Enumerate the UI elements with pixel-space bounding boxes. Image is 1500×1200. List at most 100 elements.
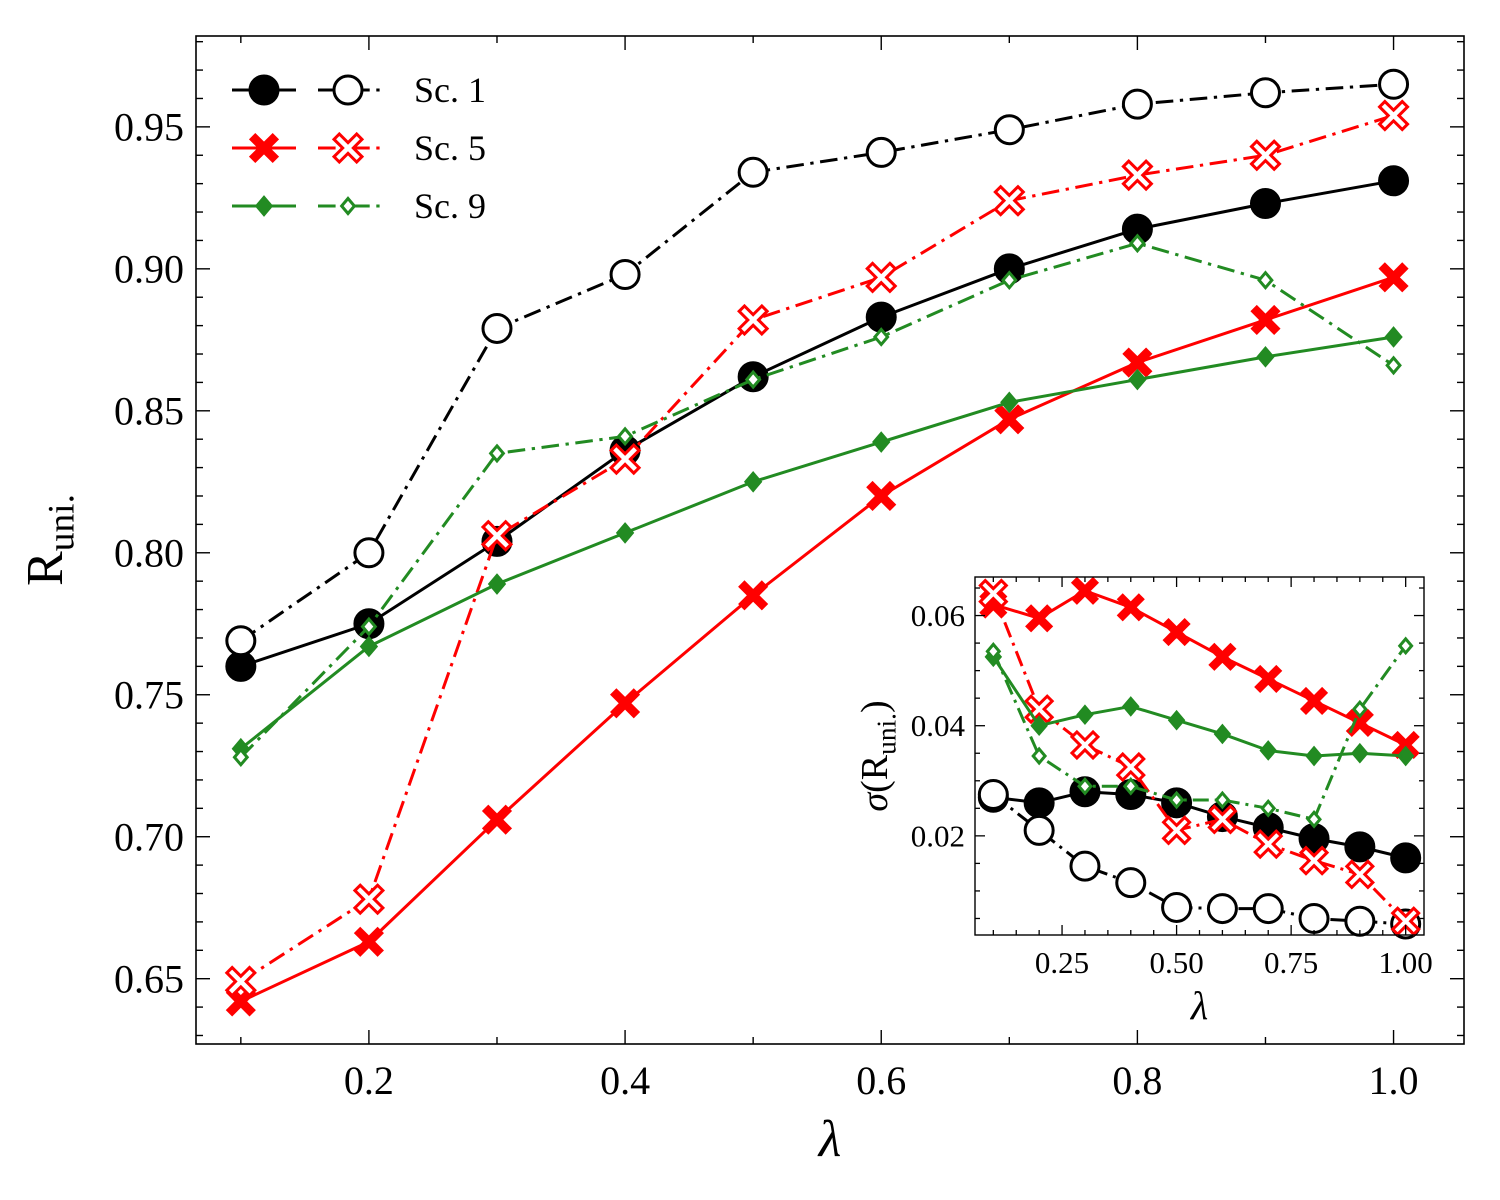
data-point [1121, 159, 1154, 192]
data-point [1377, 99, 1410, 132]
data-point [616, 426, 634, 447]
data-point [481, 312, 513, 344]
data-point [872, 431, 891, 453]
plot-frame [195, 35, 1465, 1045]
series-line [993, 790, 1407, 860]
data-point [1257, 270, 1274, 291]
y-tick-label: 0.75 [114, 672, 184, 717]
data-point [1129, 233, 1146, 254]
series-line [240, 275, 1395, 1003]
data-point [1351, 742, 1369, 764]
data-point [738, 580, 769, 611]
data-point [1000, 391, 1019, 414]
legend-marker-open [332, 74, 364, 106]
data-point [615, 522, 635, 544]
y-tick-label: 0.95 [114, 104, 184, 149]
y-axis-title-sigma: σ [854, 792, 896, 812]
data-point [1000, 270, 1018, 291]
data-point [1167, 709, 1186, 731]
data-point [1390, 842, 1422, 874]
data-point [232, 747, 250, 768]
data-point [1249, 139, 1282, 172]
data-point [1385, 355, 1402, 376]
data-point [1161, 815, 1192, 846]
data-point [1122, 696, 1140, 717]
data-point [1397, 636, 1414, 656]
main-plot: 0.2 0.4 0.6 0.8 1.0 0.65 0.70 0.75 0.80 0.85 0.90 0… [17, 35, 1465, 1168]
data-point [1206, 893, 1238, 925]
legend-label: Sc. 1 [414, 70, 486, 110]
data-point [1384, 326, 1403, 348]
data-point [985, 642, 1002, 661]
series-sc-1-open- [225, 68, 1410, 657]
data-point [1345, 708, 1374, 738]
inset-background [975, 577, 1424, 935]
series-line [991, 644, 1407, 821]
data-point [1069, 850, 1101, 882]
y-axis-title-close: ) [854, 700, 896, 713]
legend-marker-open [331, 131, 365, 165]
data-point [1128, 368, 1147, 391]
data-point [1115, 751, 1146, 783]
series-sc-5-open- [224, 99, 1410, 998]
series-line [992, 793, 1406, 926]
data-point [488, 443, 506, 464]
data-point [737, 156, 769, 188]
x-tick-label: 0.75 [1264, 945, 1318, 980]
legend-label: Sc. 9 [414, 186, 486, 226]
data-point [1260, 799, 1277, 818]
data-point [865, 261, 898, 294]
x-axis-title: λ [817, 1111, 842, 1168]
data-point [1396, 745, 1415, 767]
y-tick-label: 0.02 [911, 818, 965, 853]
data-point [1115, 867, 1147, 899]
data-point [1299, 686, 1329, 715]
data-point [866, 480, 897, 512]
series-sc-5-filled- [979, 576, 1420, 760]
data-point [993, 184, 1026, 217]
y-axis-title-main: (R [854, 754, 896, 793]
legend-entry: Sc. 5 [232, 128, 486, 168]
inset-plot: 0.25 0.50 0.75 1.00 0.02 0.04 0.06 λ σ(Runi.) [854, 576, 1433, 1028]
y-axis-title-main: R [17, 551, 74, 586]
legend: Sc. 1 Sc. 5 Sc. 9 [232, 70, 486, 226]
data-point [1344, 831, 1376, 863]
x-tick-label: 1.00 [1379, 945, 1433, 980]
data-point [1259, 740, 1277, 761]
series-sc-9-open- [985, 636, 1414, 829]
data-point [1168, 790, 1185, 810]
y-axis-title-sub: uni. [41, 494, 82, 551]
series-line [992, 589, 1407, 747]
data-point [1298, 845, 1330, 876]
legend-entry: Sc. 1 [232, 70, 486, 110]
y-axis-title: Runi. [17, 494, 82, 586]
data-point [610, 688, 641, 719]
data-point [1116, 593, 1145, 622]
data-point [608, 442, 642, 476]
y-tick-label: 0.80 [114, 530, 184, 575]
y-tick-label: 0.04 [911, 708, 966, 743]
data-point [1030, 715, 1048, 737]
data-point [224, 965, 257, 998]
data-point [1252, 893, 1284, 925]
data-point [360, 616, 378, 637]
data-point [1031, 746, 1048, 766]
data-point [1378, 262, 1409, 293]
data-point [1253, 829, 1284, 860]
legend-label: Sc. 5 [414, 128, 486, 168]
series-sc-1-open- [977, 779, 1422, 940]
data-point [1305, 745, 1323, 767]
series-line [239, 335, 1394, 750]
series-line [992, 656, 1406, 758]
x-tick-label: 0.8 [1112, 1058, 1162, 1103]
data-point [1306, 810, 1322, 829]
y-tick-label: 0.90 [114, 246, 184, 291]
data-point [1208, 642, 1237, 671]
y-tick-label: 0.65 [114, 956, 184, 1001]
data-point [225, 650, 257, 682]
data-point [1256, 346, 1275, 368]
data-point [353, 926, 384, 957]
x-tick-label: 0.6 [856, 1058, 906, 1103]
series-sc-5-filled- [225, 262, 1409, 1017]
